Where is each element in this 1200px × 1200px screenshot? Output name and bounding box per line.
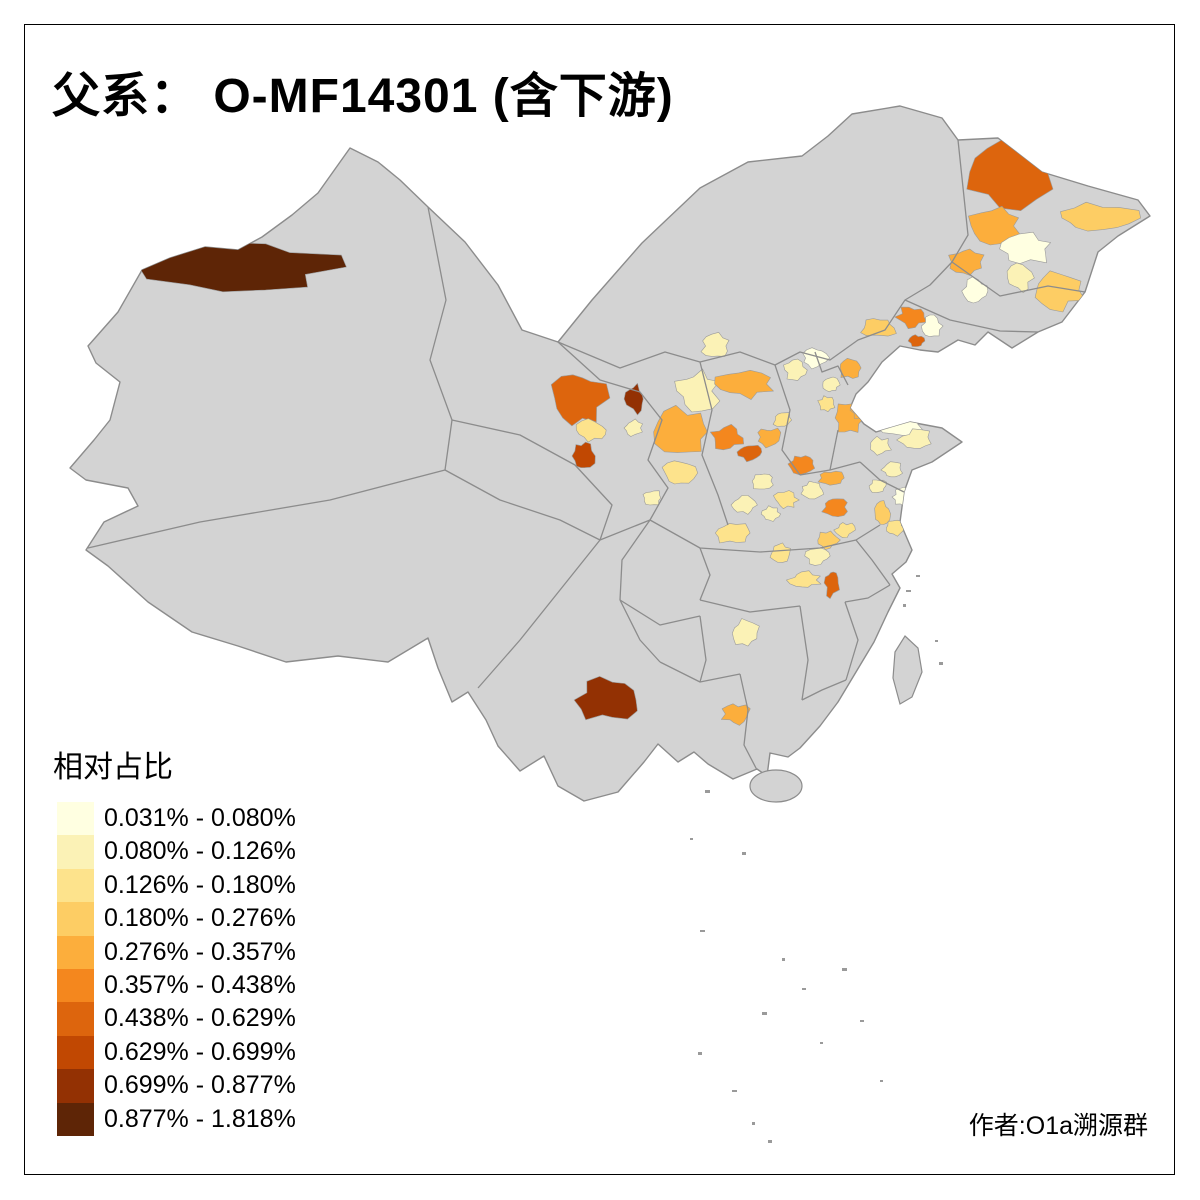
- prefecture-region-henan-west: [751, 473, 774, 490]
- legend-row: 0.357% - 0.438%: [53, 968, 296, 1003]
- prefecture-region-shandong-mid: [870, 436, 892, 456]
- page-title: 父系： O-MF14301 (含下游): [52, 70, 674, 123]
- prefecture-region-yulin-pale: [674, 368, 721, 413]
- prefecture-region-anyang: [787, 455, 815, 476]
- prefecture-region-lanzhou-area: [571, 441, 596, 468]
- prefecture-region-puyang-band: [817, 470, 845, 486]
- legend-label: 0.180% - 0.276%: [104, 904, 296, 933]
- legend-swatch: [57, 835, 94, 869]
- taiwan-island: [892, 635, 923, 705]
- legend-swatch: [57, 902, 94, 936]
- legend-swatch: [57, 1002, 94, 1036]
- legend-row: 0.126% - 0.180%: [53, 868, 296, 903]
- legend-row: 0.629% - 0.699%: [53, 1035, 296, 1070]
- prefecture-region-shaanxi-south: [642, 490, 661, 506]
- legend-swatch: [57, 868, 94, 903]
- prefecture-region-fuxin: [894, 306, 928, 329]
- legend-swatch: [57, 935, 94, 969]
- prefecture-region-ningxia-mid: [623, 418, 643, 437]
- legend-row: 0.276% - 0.357%: [53, 935, 296, 969]
- legend-row: 0.080% - 0.126%: [53, 835, 296, 869]
- prefecture-region-kaifeng: [821, 498, 848, 517]
- legend-row: 0.180% - 0.276%: [53, 902, 296, 936]
- prefecture-region-hubei-east-band: [786, 570, 822, 588]
- prefecture-region-shanxi-north-band: [714, 370, 774, 400]
- legend-swatch: [57, 1035, 94, 1070]
- prefecture-region-xuzhou-band: [874, 500, 891, 525]
- prefecture-region-nanyang: [715, 523, 751, 544]
- legend-title: 相对占比: [53, 751, 173, 784]
- prefecture-region-zhangjiakou: [783, 358, 808, 381]
- prefecture-region-anqing: [823, 571, 840, 599]
- prefecture-region-shandong-south: [880, 461, 903, 478]
- prefecture-region-shaanxi-mid: [661, 460, 698, 485]
- prefecture-region-guangdong-west: [721, 703, 751, 726]
- prefecture-region-anhui-mid: [804, 547, 831, 566]
- prefecture-region-shanxi-east: [757, 427, 782, 449]
- legend-label: 0.357% - 0.438%: [104, 970, 296, 999]
- prefecture-region-henan-mid: [773, 490, 800, 509]
- prefecture-region-shaanxi-north: [653, 405, 708, 453]
- legend-label: 0.031% - 0.080%: [104, 804, 296, 832]
- prefecture-region-yingkou-dot: [907, 334, 926, 347]
- legend-label: 0.080% - 0.126%: [104, 837, 296, 866]
- legend-row: 0.877% - 1.818%: [53, 1102, 296, 1136]
- prefecture-region-hunan-nw: [732, 618, 760, 647]
- prefecture-region-binzhou: [849, 397, 880, 423]
- province-borders: [87, 139, 1086, 771]
- prefecture-region-tangshan: [839, 358, 862, 379]
- prefecture-region-harbin-pale: [999, 231, 1051, 264]
- prefecture-region-hebei-pale: [817, 395, 836, 412]
- legend-label: 0.699% - 0.877%: [104, 1071, 296, 1100]
- legend-label: 0.877% - 1.818%: [104, 1104, 296, 1133]
- prefecture-region-tianjin-pale: [822, 376, 841, 393]
- prefecture-region-gansu-pale: [575, 418, 607, 443]
- legend-row: 0.699% - 0.877%: [53, 1069, 296, 1103]
- prefecture-region-hubei-mid: [769, 542, 791, 563]
- prefecture-region-jilin-se: [1034, 270, 1086, 313]
- legend-rows: 0.031% - 0.080% 0.080% - 0.126% 0.126% - 0…: [53, 802, 296, 1136]
- legend: 相对占比 0.031% - 0.080% 0.080% - 0.126% 0.126…: [53, 742, 296, 1136]
- prefecture-region-shanxi-west: [710, 424, 744, 451]
- prefecture-region-henan-ne: [800, 480, 825, 500]
- legend-label: 0.126% - 0.180%: [104, 870, 296, 899]
- legend-swatch: [57, 968, 94, 1003]
- prefecture-region-hubei-pale: [730, 495, 758, 515]
- legend-swatch: [57, 802, 94, 836]
- legend-label: 0.276% - 0.357%: [104, 937, 296, 966]
- prefecture-region-yunnan-se: [573, 676, 638, 721]
- prefecture-region-amur-east-band: [1060, 201, 1141, 232]
- prefecture-region-henan-south: [760, 505, 781, 522]
- small-islands: [690, 575, 943, 1143]
- prefecture-region-shandong-east: [896, 428, 932, 449]
- attribution-text: 作者:O1a溯源群: [968, 1112, 1148, 1140]
- legend-row: 0.438% - 0.629%: [53, 1002, 296, 1036]
- legend-swatch: [57, 1102, 94, 1136]
- hainan-island: [749, 769, 803, 803]
- legend-label: 0.629% - 0.699%: [104, 1037, 296, 1066]
- china-landmass: [69, 105, 1151, 802]
- prefecture-region-henan-east: [833, 522, 856, 538]
- legend-swatch: [57, 1069, 94, 1103]
- legend-label: 0.438% - 0.629%: [104, 1004, 296, 1033]
- legend-row: 0.031% - 0.080%: [53, 802, 296, 836]
- prefecture-region-shanxi-se: [736, 445, 763, 463]
- prefecture-region-chaoyang: [860, 318, 897, 337]
- prefecture-region-shenyang-pale: [921, 314, 944, 337]
